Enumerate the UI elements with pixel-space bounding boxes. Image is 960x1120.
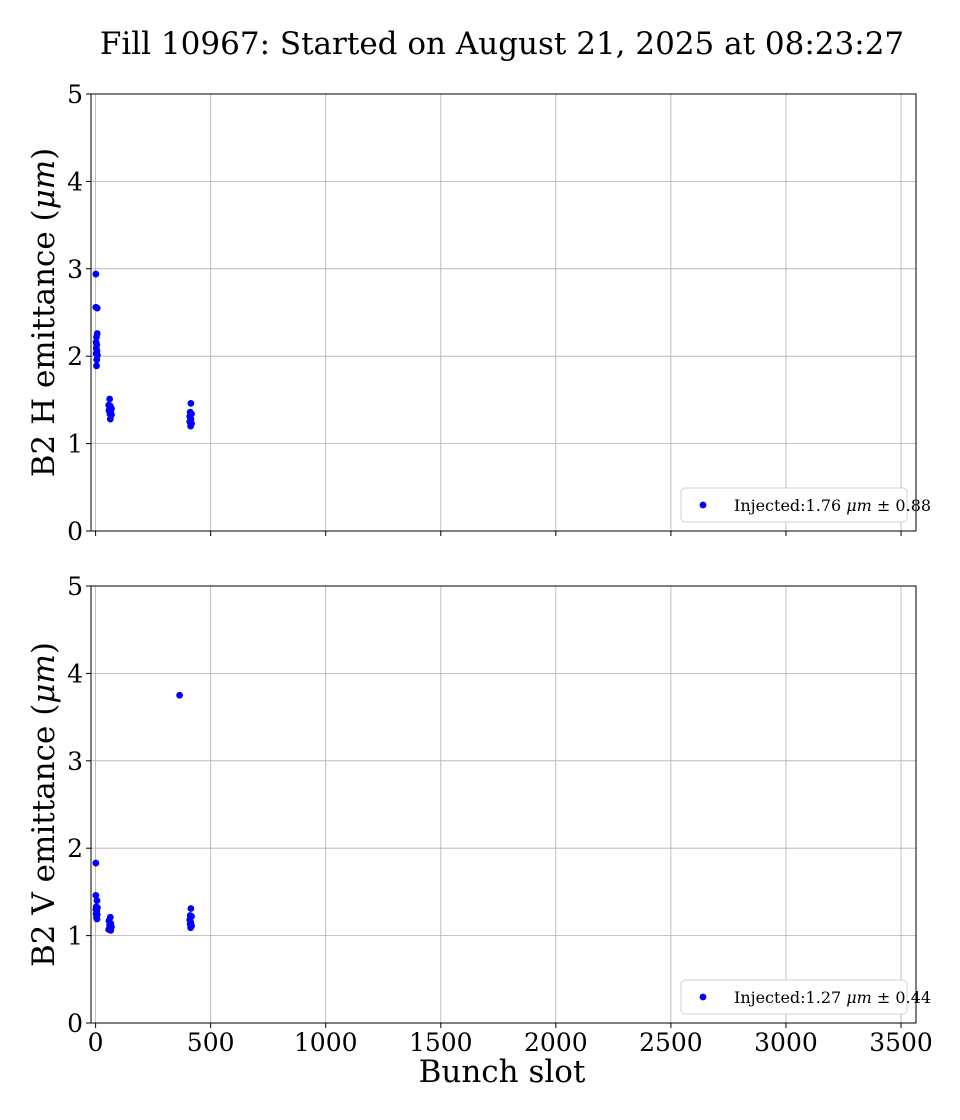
x-tick-label: 500 <box>187 1028 235 1057</box>
y-tick-label: 3 <box>67 747 83 776</box>
data-point <box>187 905 195 912</box>
axes-frame <box>90 93 917 532</box>
y-tick-label: 0 <box>67 1009 83 1038</box>
data-point <box>93 304 101 312</box>
x-tick-label: 2500 <box>639 1028 703 1057</box>
y-tick-label: 3 <box>67 255 83 284</box>
x-tick-label: 1000 <box>294 1028 358 1057</box>
data-point <box>176 691 183 699</box>
legend-label: Injected:1.27 μm ± 0.44 <box>734 988 931 1007</box>
x-tick-label: 1500 <box>409 1028 473 1057</box>
y-tick-label: 5 <box>67 80 83 109</box>
data-point <box>107 926 115 934</box>
legend: Injected:1.76 μm ± 0.88 <box>680 487 931 523</box>
data-point <box>93 356 101 364</box>
y-tick-label: 4 <box>67 659 83 688</box>
y-tick-label: 4 <box>67 167 83 196</box>
y-tick-label: 2 <box>67 342 83 371</box>
subplots: 0 1 2 3 4 5 B2 H emittance (μm) Injected:1.76 μ… <box>26 80 933 1057</box>
legend-label: Injected:1.76 μm ± 0.88 <box>734 496 931 515</box>
y-axis-label: B2 H emittance (μm) <box>26 148 62 478</box>
data-point <box>187 422 195 430</box>
x-tick-label: 2000 <box>524 1028 588 1057</box>
subplot-2: 0 500 1000 1500 2000 2500 3000 3500 0 1 2 3 4 5 B2 V e… <box>26 572 933 1057</box>
y-tick-label: 0 <box>67 517 83 546</box>
x-tick-label: 3500 <box>869 1028 933 1057</box>
x-axis-label: Bunch slot <box>419 1054 586 1090</box>
y-tick-label: 5 <box>67 572 83 601</box>
legend-marker <box>699 501 707 509</box>
data-point <box>106 395 114 403</box>
y-axis-label: B2 V emittance (μm) <box>26 642 62 967</box>
data-point <box>93 330 101 337</box>
data-point <box>92 270 100 278</box>
legend-marker <box>699 993 707 1001</box>
x-tick-label: 3000 <box>754 1028 818 1057</box>
legend-box <box>680 979 908 1015</box>
y-tick-label: 1 <box>67 430 83 459</box>
data-point <box>93 897 101 905</box>
legend: Injected:1.27 μm ± 0.44 <box>680 979 931 1015</box>
data-point <box>187 924 195 932</box>
axes-frame <box>90 585 917 1024</box>
legend-box <box>680 487 908 523</box>
data-point <box>106 415 114 423</box>
data-point <box>92 859 100 867</box>
data-point <box>93 362 100 370</box>
y-tick-label: 2 <box>67 834 83 863</box>
data-point <box>92 891 100 899</box>
data-point <box>93 915 101 923</box>
x-tick-label: 0 <box>88 1028 104 1057</box>
figure-title: Fill 10967: Started on August 21, 2025 a… <box>100 26 904 62</box>
data-point <box>187 399 195 407</box>
subplot-1: 0 1 2 3 4 5 B2 H emittance (μm) Injected:1.76 μ… <box>26 80 931 546</box>
y-tick-label: 1 <box>67 922 83 951</box>
